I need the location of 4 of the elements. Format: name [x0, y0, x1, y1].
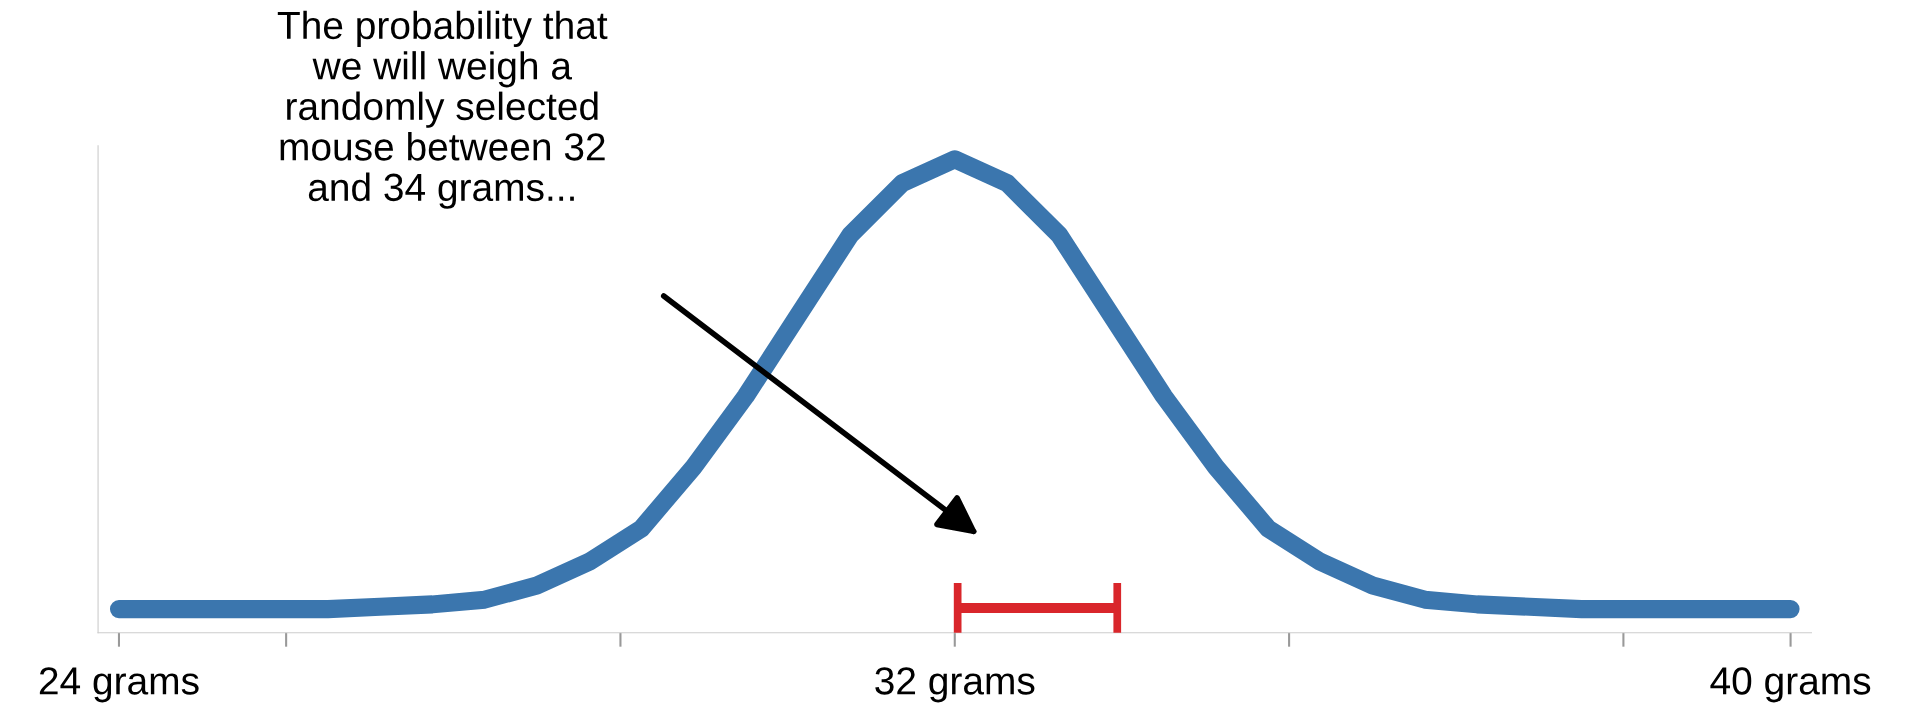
x-tick-label: 24 grams	[39, 667, 199, 703]
x-tick-label: 40 grams	[1710, 667, 1871, 703]
annotation: The probability that we will weigh a randomly selected mouse between 32 and 34 grams...	[277, 10, 608, 209]
x-tick-label: 32 grams	[875, 667, 1035, 703]
